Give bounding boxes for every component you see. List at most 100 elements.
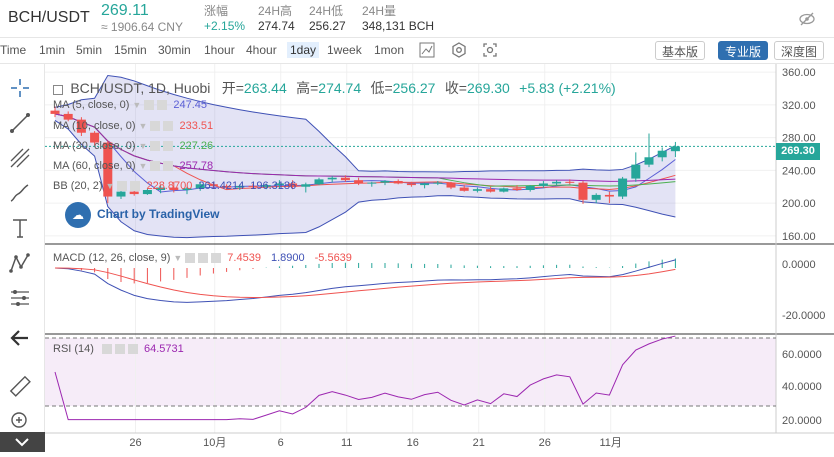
candle (103, 140, 113, 204)
candle-body (604, 194, 614, 197)
settings-icon[interactable] (198, 253, 209, 264)
ma30-name: MA (30, close, 0) (53, 140, 136, 152)
candle-body (116, 191, 126, 197)
interval-1week[interactable]: 1week (327, 43, 362, 57)
interval-1day[interactable]: 1day (287, 42, 320, 58)
zoom-in-icon[interactable] (8, 409, 32, 433)
candle (512, 185, 522, 191)
depth-view-button[interactable]: 深度图 (774, 41, 825, 60)
text-tool-icon[interactable] (8, 216, 32, 240)
current-price-label: 269.30 (776, 143, 820, 160)
settings-icon[interactable] (450, 41, 468, 59)
candle (499, 187, 509, 193)
chevron-down-icon[interactable]: ▼ (132, 100, 142, 110)
interval-1min[interactable]: 1min (39, 43, 66, 57)
chevron-down-icon[interactable]: ▼ (105, 181, 115, 191)
close-icon[interactable] (163, 121, 174, 132)
basic-view-button[interactable]: 基本版 (655, 41, 706, 60)
candle (354, 177, 364, 186)
close-icon[interactable] (163, 161, 174, 172)
candle (301, 182, 311, 193)
macd-signal-line (54, 267, 676, 299)
candle-body (618, 178, 628, 197)
candle-body (103, 142, 113, 197)
settings-icon[interactable] (117, 181, 128, 192)
back-arrow-icon[interactable] (8, 326, 32, 350)
close-icon[interactable] (130, 181, 141, 192)
open-value: 263.44 (243, 80, 287, 96)
candle (591, 193, 601, 204)
rsi-legend[interactable]: RSI (14) 64.5731 (53, 343, 184, 355)
rsi-tick-label: 20.0000 (782, 415, 822, 427)
settings-icon[interactable] (150, 161, 161, 172)
ma10-legend[interactable]: MA (10, close, 0) ▼ 233.51 (53, 120, 213, 132)
settings-icon[interactable] (150, 141, 161, 152)
projection-tool-icon[interactable] (8, 286, 32, 310)
candle-body (420, 183, 430, 186)
collapse-toolbar-button[interactable] (0, 432, 45, 452)
interval-15min[interactable]: 15min (114, 43, 147, 57)
tradingview-watermark[interactable]: ☁ Chart by TradingView (65, 202, 219, 228)
trend-line-icon[interactable] (8, 111, 32, 135)
volume-value: 348,131 BCH (362, 19, 435, 33)
bb-lower-value: 196.3186 (250, 180, 297, 192)
candle-body (142, 190, 152, 195)
settings-icon[interactable] (185, 253, 196, 264)
candle-body (472, 189, 482, 191)
crosshair-icon[interactable] (8, 76, 32, 100)
collapse-legend-icon[interactable] (53, 84, 63, 95)
close-icon[interactable] (157, 100, 168, 111)
bb-band (55, 75, 676, 238)
candle (472, 187, 482, 193)
chevron-down-icon[interactable]: ▼ (173, 253, 183, 263)
candle-body (367, 182, 377, 184)
interval-1mon[interactable]: 1mon (374, 43, 405, 57)
chevron-down-icon[interactable]: ▼ (138, 121, 148, 131)
settings-icon[interactable] (150, 121, 161, 132)
bb-lower-line (54, 120, 676, 239)
close-icon[interactable] (163, 141, 174, 152)
ma10-value: 233.51 (179, 120, 214, 132)
chart-type-icon[interactable] (418, 41, 436, 59)
interval-4hour[interactable]: 4hour (246, 43, 277, 57)
fib-tool-icon[interactable] (8, 146, 32, 170)
chevron-down-icon[interactable]: ▼ (138, 161, 148, 171)
candle-body (433, 182, 443, 184)
screenshot-icon[interactable] (481, 41, 499, 59)
symbol-title: BCH/USDT, 1D, Huobi (70, 80, 211, 96)
pro-view-button[interactable]: 专业版 (718, 41, 769, 60)
pattern-tool-icon[interactable] (8, 251, 32, 275)
brush-icon[interactable] (8, 181, 32, 205)
candle (538, 181, 548, 188)
ma60-legend[interactable]: MA (60, close, 0) ▼ 257.78 (53, 160, 213, 172)
candle-body (525, 185, 535, 190)
bb-legend[interactable]: BB (20, 2) ▼ 228.8700 261.4214 196.3186 (53, 180, 296, 192)
close-icon[interactable] (211, 253, 222, 264)
change-label: 涨幅 (204, 4, 229, 18)
ma5-legend[interactable]: MA (5, close, 0) ▼ 247.45 (53, 99, 207, 111)
macd-legend[interactable]: MACD (12, 26, close, 9) ▼ 7.4539 1.8900 -5.5… (53, 252, 352, 264)
close-icon[interactable] (127, 344, 138, 355)
candle-body (644, 157, 654, 165)
interval-5min[interactable]: 5min (76, 43, 103, 57)
chart-area[interactable]: 360.00 320.00 280.00 240.00 200.00 160.00 0.00… (45, 64, 834, 452)
ma30-legend[interactable]: MA (30, close, 0) ▼ 227.26 (53, 140, 213, 152)
settings-icon[interactable] (101, 344, 112, 355)
interval-time[interactable]: Time (0, 43, 27, 57)
candle-body (274, 183, 284, 186)
chevron-down-icon[interactable]: ▼ (138, 141, 148, 151)
interval-30min[interactable]: 30min (158, 43, 191, 57)
settings-icon[interactable] (114, 344, 125, 355)
ma5-name: MA (5, close, 0) (53, 99, 130, 111)
macd-line-value: 1.8900 (270, 252, 305, 264)
macd-tick-label: -20.0000 (782, 310, 825, 322)
candle (235, 184, 245, 190)
interval-1hour[interactable]: 1hour (204, 43, 235, 57)
candle-body (195, 184, 205, 189)
hide-eye-icon[interactable] (798, 10, 816, 28)
ruler-icon[interactable] (8, 374, 32, 398)
settings-icon[interactable] (144, 100, 155, 111)
candle (657, 147, 667, 162)
candle-body (552, 181, 562, 184)
candle-body (314, 179, 324, 185)
